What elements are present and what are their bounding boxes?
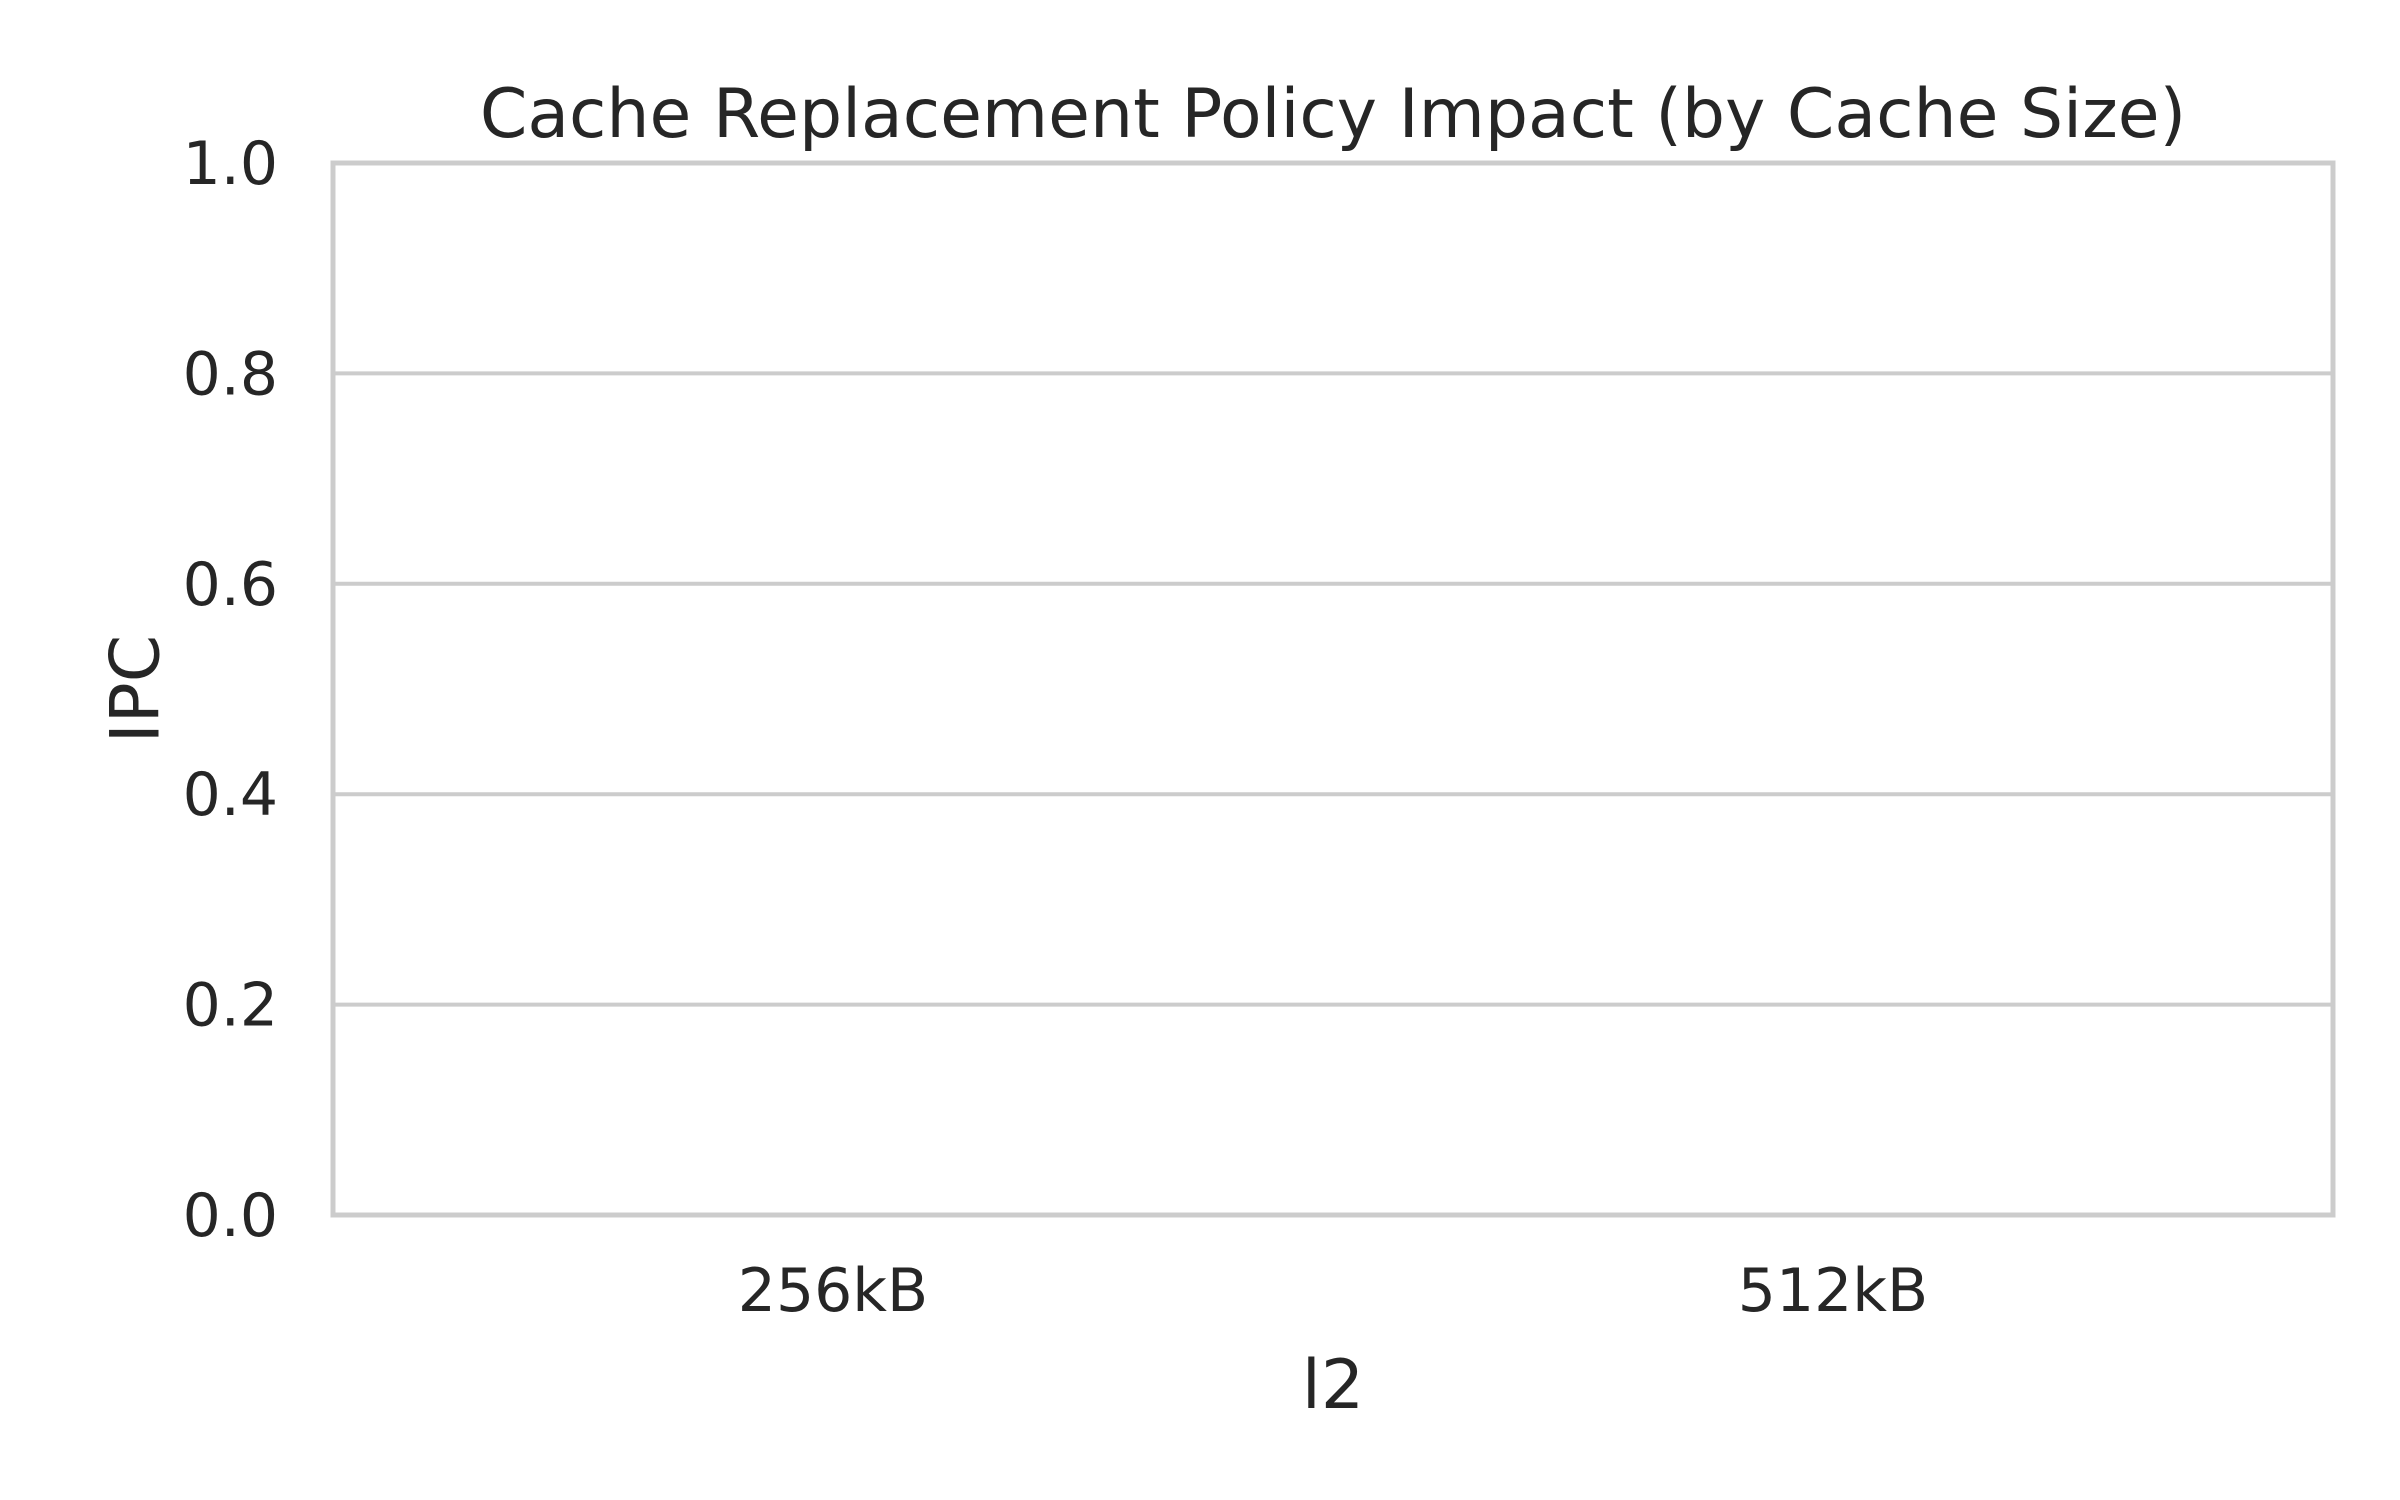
y-tick-labels: 0.0 0.2 0.4 0.6 0.8 1.0 — [183, 129, 278, 1251]
y-tick-label: 0.8 — [183, 339, 278, 409]
x-tick-labels: 256kB 512kB — [738, 1256, 1928, 1326]
chart-title: Cache Replacement Policy Impact (by Cach… — [480, 75, 2186, 154]
x-tick-label: 256kB — [738, 1256, 928, 1326]
plot-frame — [330, 160, 2336, 1218]
grid-lines — [333, 161, 2333, 1217]
y-tick-label: 0.4 — [183, 760, 278, 830]
y-tick-label: 0.6 — [183, 550, 278, 620]
y-tick-label: 0.0 — [183, 1181, 278, 1251]
x-tick-label: 512kB — [1738, 1256, 1928, 1326]
x-axis-label: l2 — [1302, 1346, 1364, 1425]
y-tick-label: 0.2 — [183, 971, 278, 1041]
y-tick-label: 1.0 — [183, 129, 278, 199]
y-axis-label: IPC — [97, 635, 176, 744]
